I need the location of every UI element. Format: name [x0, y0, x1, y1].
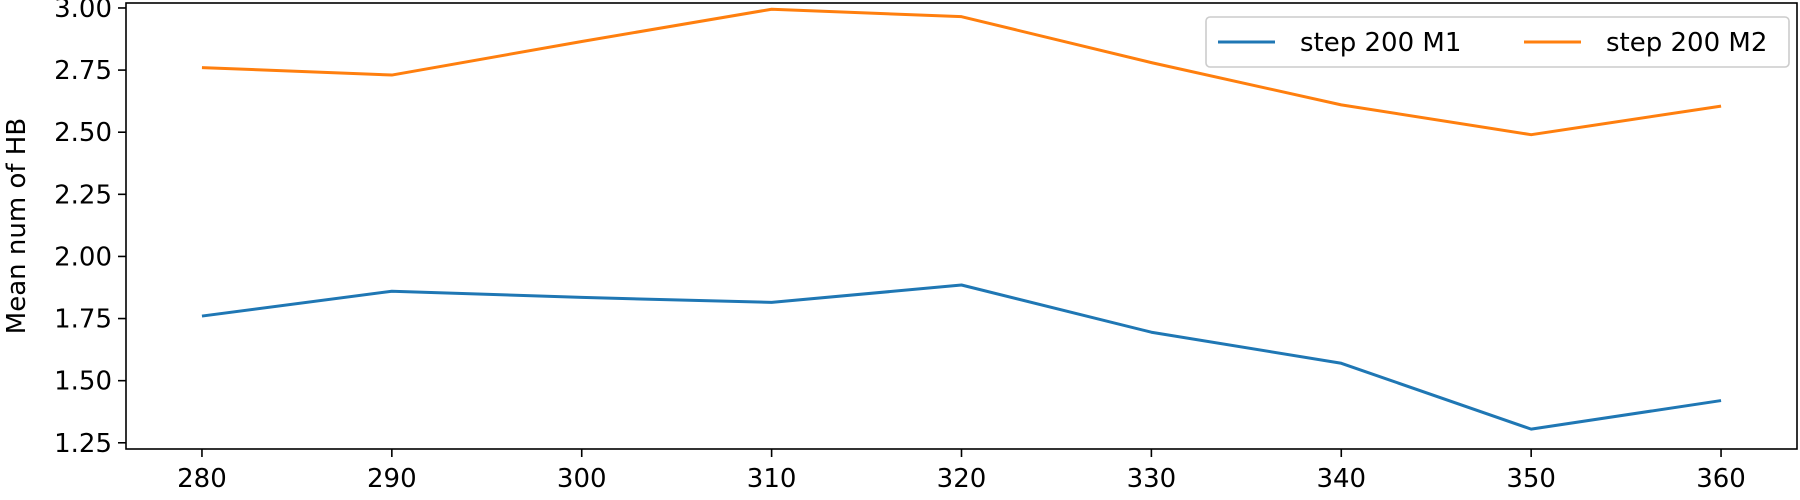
y-tick-label: 2.50	[54, 118, 112, 148]
y-tick-label: 2.25	[54, 180, 112, 210]
legend: step 200 M1 step 200 M2	[1205, 16, 1790, 68]
x-tick-label: 300	[557, 464, 607, 494]
y-axis-title: Mean num of HB	[2, 118, 32, 334]
plot-frame	[125, 2, 1798, 450]
x-tick-label: 320	[937, 464, 987, 494]
y-tick-label: 2.75	[54, 56, 112, 86]
y-tick-label: 1.25	[54, 429, 112, 459]
x-axis: 280 290 300 310 320 330 340 350 360	[177, 449, 1746, 494]
legend-label-2: step 200 M2	[1606, 28, 1767, 58]
x-tick-label: 340	[1316, 464, 1366, 494]
y-tick-label: 2.00	[54, 242, 112, 272]
y-tick-label: 1.75	[54, 305, 112, 335]
series-layer	[201, 7, 1722, 431]
x-tick-label: 330	[1127, 464, 1177, 494]
x-tick-label: 360	[1696, 464, 1746, 494]
plot-background	[125, 2, 1798, 450]
y-tick-label: 1.50	[54, 367, 112, 397]
x-tick-label: 290	[367, 464, 417, 494]
y-axis: 1.25 1.50 1.75 2.00 2.25 2.50 2.75 3.00	[54, 0, 126, 459]
x-tick-label: 280	[177, 464, 227, 494]
y-tick-label: 3.00	[54, 0, 112, 24]
legend-label-1: step 200 M1	[1300, 28, 1461, 58]
legend-box	[1205, 16, 1790, 68]
x-tick-label: 350	[1506, 464, 1556, 494]
x-tick-label: 310	[747, 464, 797, 494]
